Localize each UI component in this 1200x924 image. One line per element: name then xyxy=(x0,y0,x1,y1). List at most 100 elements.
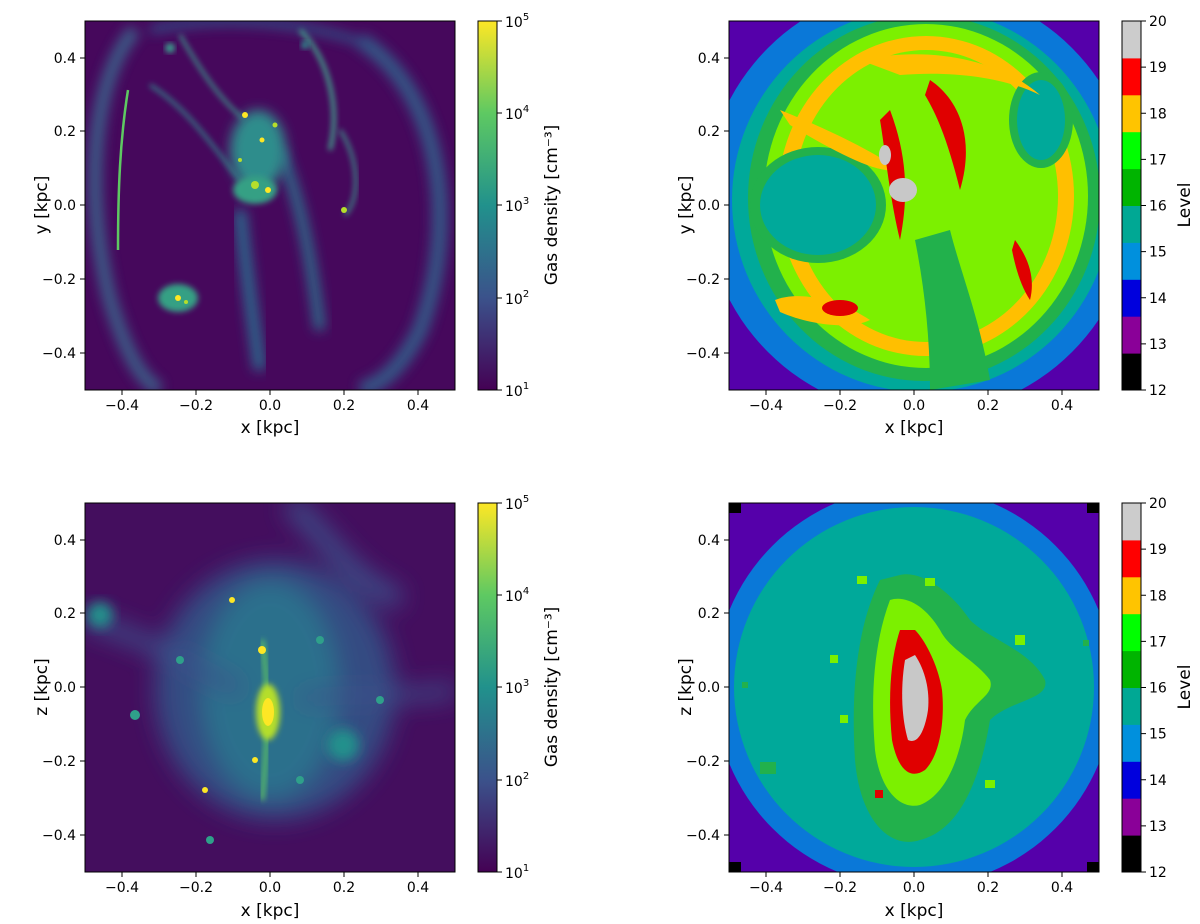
colorbar-tick-label: 14 xyxy=(1149,291,1167,307)
y-axis-label: z [kpc] xyxy=(676,658,696,716)
level-20-core xyxy=(889,178,917,202)
colorbar-tick-label: 17 xyxy=(1149,152,1167,168)
level-17-inner xyxy=(794,50,1058,342)
y-tick-label: −0.4 xyxy=(686,828,720,844)
level-18-arc xyxy=(860,54,1040,95)
colorbar-tick-label: 104 xyxy=(505,104,529,123)
colorbar-swatch xyxy=(1122,131,1141,170)
y-tick-label: 0.2 xyxy=(54,606,76,622)
level-16-structure xyxy=(915,230,990,390)
colorbar-swatches xyxy=(1122,503,1141,873)
x-tick-label: 0.2 xyxy=(333,398,355,414)
x-tick-label: −0.4 xyxy=(105,398,139,414)
colorbar: 12 13 14 15 16 17 18 19 20 Level xyxy=(1121,14,1195,399)
x-tick-label: −0.4 xyxy=(749,398,783,414)
level-12-corner xyxy=(1087,862,1099,872)
colorbar-ticks: 101 102 103 104 105 xyxy=(497,12,529,400)
heatmap-image xyxy=(85,21,455,390)
y-tick-label: 0.0 xyxy=(54,680,76,696)
colorbar-swatch xyxy=(1122,539,1141,578)
colorbar-ticks: 101 102 103 104 105 xyxy=(497,494,529,882)
panel-bottom-right: x [kpc] z [kpc] −0.4 −0.2 0.0 0.2 0.4 −0… xyxy=(676,496,1195,921)
colorbar-tick-label: 105 xyxy=(505,12,529,31)
y-tick-label: 0.4 xyxy=(698,533,720,549)
x-tick-label: −0.2 xyxy=(179,398,213,414)
y-tick-label: 0.4 xyxy=(54,51,76,67)
x-ticks: −0.4 −0.2 0.0 0.2 0.4 xyxy=(105,390,429,414)
colorbar-swatch xyxy=(1122,650,1141,688)
y-tick-label: −0.2 xyxy=(42,754,76,770)
level-18-clump xyxy=(775,296,870,326)
y-axis-label: y [kpc] xyxy=(32,176,52,235)
colorbar-tick-label: 103 xyxy=(505,678,529,697)
x-ticks: −0.4 −0.2 0.0 0.2 0.4 xyxy=(749,390,1073,414)
colorbar-tick-label: 105 xyxy=(505,494,529,513)
colorbar-swatch xyxy=(1122,21,1141,59)
colorbar-swatch xyxy=(1122,835,1141,873)
colorbar-swatch xyxy=(1122,761,1141,799)
colorbar-tick-label: 20 xyxy=(1149,14,1167,30)
y-tick-label: 0.0 xyxy=(698,680,720,696)
y-axis-label: y [kpc] xyxy=(676,176,696,235)
y-ticks: −0.4 −0.2 0.0 0.2 0.4 xyxy=(42,51,85,362)
colorbar-swatch xyxy=(1122,687,1141,725)
level-clumps xyxy=(742,576,1089,798)
x-ticks: −0.4 −0.2 0.0 0.2 0.4 xyxy=(749,872,1073,896)
colorbar-swatches xyxy=(1122,21,1141,391)
panel-bottom-left: x [kpc] z [kpc] −0.4 −0.2 0.0 0.2 0.4 −0… xyxy=(32,494,562,921)
colorbar-label: Gas density [cm⁻³] xyxy=(542,125,562,286)
level-19-structure xyxy=(880,110,906,240)
y-tick-label: −0.2 xyxy=(686,754,720,770)
density-shell xyxy=(88,21,448,390)
x-axis-label: x [kpc] xyxy=(885,418,944,438)
y-tick-label: −0.2 xyxy=(42,272,76,288)
x-tick-label: 0.4 xyxy=(407,398,429,414)
y-ticks: −0.4 −0.2 0.0 0.2 0.4 xyxy=(686,51,729,362)
colorbar-swatch xyxy=(1122,503,1141,541)
colorbar: 101 102 103 104 105 Gas density [cm⁻³] xyxy=(477,494,562,882)
colorbar-tick-label: 15 xyxy=(1149,727,1167,743)
x-ticks: −0.4 −0.2 0.0 0.2 0.4 xyxy=(105,872,429,896)
colorbar: 12 13 14 15 16 17 18 19 20 Level xyxy=(1121,496,1195,881)
colorbar-swatch xyxy=(1122,316,1141,354)
colorbar-tick-label: 101 xyxy=(505,863,529,882)
y-tick-label: 0.0 xyxy=(54,198,76,214)
level-19-clump xyxy=(822,300,858,316)
colorbar-swatch xyxy=(1122,353,1141,391)
colorbar-tick-label: 103 xyxy=(505,196,529,215)
colorbar-swatch xyxy=(1122,168,1141,206)
level-20-core xyxy=(902,655,929,741)
colorbar-tick-label: 19 xyxy=(1149,542,1167,558)
y-tick-label: 0.2 xyxy=(54,124,76,140)
colorbar-gradient xyxy=(477,20,498,391)
x-tick-label: −0.2 xyxy=(823,398,857,414)
x-tick-label: 0.0 xyxy=(903,880,925,896)
density-core xyxy=(202,597,280,801)
y-tick-label: −0.4 xyxy=(686,346,720,362)
x-tick-label: 0.4 xyxy=(1051,880,1073,896)
x-tick-label: −0.2 xyxy=(823,880,857,896)
level-19-clump xyxy=(1012,240,1032,300)
level-12-corner xyxy=(729,862,741,872)
x-tick-label: 0.0 xyxy=(259,880,281,896)
colorbar-label: Level xyxy=(1175,183,1195,228)
y-tick-label: 0.2 xyxy=(698,606,720,622)
colorbar-swatch xyxy=(1122,798,1141,836)
level-19-structure xyxy=(925,80,966,190)
colorbar-swatch xyxy=(1122,613,1141,652)
colorbar-gradient xyxy=(477,502,498,873)
y-ticks: −0.4 −0.2 0.0 0.2 0.4 xyxy=(686,533,729,844)
colorbar-tick-label: 102 xyxy=(505,289,529,308)
y-tick-label: 0.2 xyxy=(698,124,720,140)
colorbar-tick-label: 12 xyxy=(1149,383,1167,399)
y-tick-label: 0.0 xyxy=(698,198,720,214)
x-tick-label: 0.2 xyxy=(977,880,999,896)
map-background xyxy=(85,21,455,390)
colorbar-label: Gas density [cm⁻³] xyxy=(542,607,562,768)
colorbar-swatch xyxy=(1122,57,1141,96)
colorbar-tick-label: 104 xyxy=(505,586,529,605)
density-clumps xyxy=(158,41,347,312)
colorbar-tick-label: 17 xyxy=(1149,634,1167,650)
colorbar-tick-label: 102 xyxy=(505,771,529,790)
colorbar-swatch xyxy=(1122,724,1141,762)
